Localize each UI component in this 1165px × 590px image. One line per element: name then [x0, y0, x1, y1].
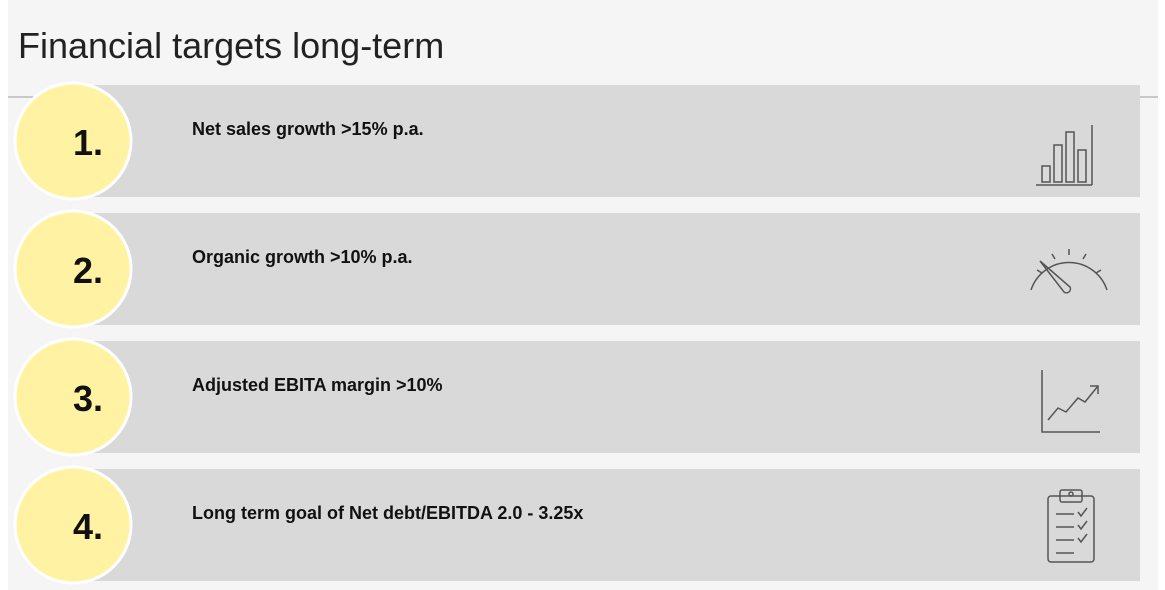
item-number: 1.	[73, 122, 103, 163]
title: Financial targets long-term	[18, 25, 444, 66]
item-label: Net sales growth >15% p.a.	[192, 119, 424, 139]
item-label: Organic growth >10% p.a.	[192, 247, 413, 267]
item-number: 4.	[73, 506, 103, 547]
target-list: 1. Net sales growth >15% p.a. 2. Organic gr…	[13, 81, 1140, 585]
number-badge	[13, 209, 133, 329]
row-bar	[75, 213, 1140, 325]
item-number: 2.	[73, 250, 103, 291]
number-badge	[13, 81, 133, 201]
number-badge	[13, 337, 133, 457]
item-label: Adjusted EBITA margin >10%	[192, 375, 443, 395]
row-bar	[75, 469, 1140, 581]
icon-clipboard	[1047, 489, 1095, 563]
icon-bar-chart	[1036, 125, 1093, 186]
item-label: Long term goal of Net debt/EBITDA 2.0 - …	[192, 503, 583, 523]
row-bar	[75, 341, 1140, 453]
icon-gauge	[1030, 249, 1108, 294]
number-badge	[13, 465, 133, 585]
icon-line-chart	[1041, 370, 1100, 433]
item-number: 3.	[73, 378, 103, 419]
row-bar	[75, 85, 1140, 197]
